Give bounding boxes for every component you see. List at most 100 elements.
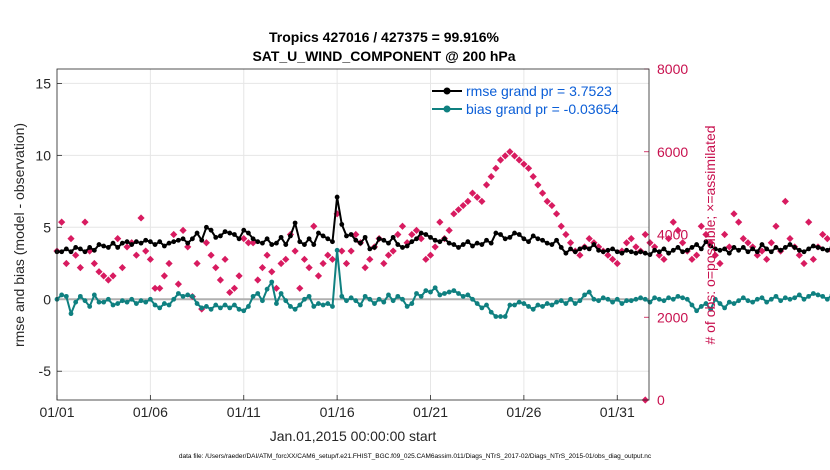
rmse-point <box>694 242 700 247</box>
rmse-point <box>712 246 718 252</box>
bias-point <box>512 302 517 308</box>
obs-count-point <box>478 197 486 205</box>
obs-count-point <box>221 255 229 263</box>
bias-point <box>815 292 821 298</box>
bias-point <box>241 308 247 314</box>
y-tick-label: 5 <box>43 219 51 235</box>
obs-count-point <box>216 276 225 284</box>
rmse-point <box>824 247 830 253</box>
x-tick-label: 01/11 <box>227 404 261 420</box>
bias-point <box>260 298 265 304</box>
obs-count-point <box>384 251 393 259</box>
bias-point <box>582 292 587 298</box>
obs-count-point <box>693 251 701 259</box>
bias-point <box>544 301 550 306</box>
bias-point <box>670 296 676 302</box>
obs-count-point <box>347 247 355 255</box>
rmse-point <box>698 246 704 252</box>
rmse-point <box>367 246 373 252</box>
bias-point <box>554 299 559 305</box>
obs-count-point <box>730 210 738 218</box>
bias-point <box>124 299 130 305</box>
rmse-point <box>110 240 116 246</box>
obs-count-point <box>702 230 710 239</box>
bias-point <box>787 296 793 302</box>
rmse-point <box>218 233 223 239</box>
rmse-point <box>400 245 405 250</box>
rmse-point <box>409 239 415 245</box>
obs-count-point <box>800 259 808 268</box>
obs-count-point <box>608 255 617 263</box>
bias-point <box>764 299 770 305</box>
obs-count-point <box>538 189 547 197</box>
obs-count-point <box>641 230 649 239</box>
rmse-point <box>133 239 139 245</box>
rmse-point <box>465 239 471 245</box>
bias-point <box>390 298 396 304</box>
bias-point <box>362 293 368 299</box>
obs-count-point <box>258 264 267 272</box>
bias-point <box>502 314 508 319</box>
obs-count-point <box>137 214 145 222</box>
x-axis-label: Jan.01,2015 00:00:00 start <box>270 428 437 444</box>
rmse-point <box>689 245 695 250</box>
rmse-point <box>372 245 377 250</box>
rmse-point <box>213 234 219 240</box>
rmse-point <box>680 249 686 255</box>
bias-point <box>409 301 415 306</box>
bias-point <box>652 295 658 301</box>
obs-count-point <box>669 218 677 226</box>
data-file-footer: data file: /Users/raeder/DAI/ATM_forcXX/… <box>179 453 652 460</box>
y-axis-right-label: # of obs: o=possible; ×=assimilated <box>702 125 718 344</box>
rmse-point <box>638 249 643 255</box>
rmse-point <box>82 249 88 255</box>
bias-point <box>306 293 312 299</box>
obs-count-point <box>310 222 318 230</box>
obs-count-point <box>179 226 187 234</box>
rmse-point <box>731 245 737 250</box>
rmse-point <box>204 224 209 230</box>
bias-point <box>208 306 214 312</box>
rmse-point <box>269 242 275 247</box>
rmse-point <box>708 243 714 249</box>
obs-count-point <box>202 239 211 247</box>
obs-count-point <box>146 255 154 263</box>
bias-point <box>619 301 625 306</box>
obs-count-point <box>174 280 182 288</box>
bias-point <box>82 298 88 304</box>
bias-point <box>722 305 728 311</box>
bias-point <box>218 305 223 311</box>
rmse-point <box>386 240 391 246</box>
rmse-point <box>278 234 284 240</box>
obs-count-point <box>123 243 131 251</box>
y-right-tick-label: 6000 <box>657 144 688 160</box>
rmse-point <box>773 245 779 250</box>
obs-count-point <box>72 251 80 259</box>
rmse-point <box>175 237 181 243</box>
rmse-point <box>675 245 681 250</box>
rmse-point <box>404 243 410 249</box>
obs-count-markers <box>53 148 830 404</box>
bias-point <box>288 304 293 309</box>
bias-point <box>759 295 765 301</box>
rmse-point <box>666 250 672 256</box>
bias-point <box>479 305 485 311</box>
obs-count-point <box>352 230 360 239</box>
rmse-point <box>493 230 499 236</box>
obs-count-point <box>366 255 374 263</box>
rmse-point <box>782 245 788 250</box>
rmse-point <box>726 250 732 256</box>
rmse-point <box>745 249 751 255</box>
rmse-point <box>722 246 728 252</box>
rmse-point <box>815 245 821 250</box>
bias-point <box>386 292 391 298</box>
obs-count-point <box>263 251 271 259</box>
bias-point <box>110 302 116 308</box>
rmse-point <box>586 246 592 252</box>
obs-count-point <box>95 268 103 276</box>
bias-point <box>129 296 135 302</box>
obs-count-point <box>226 288 234 297</box>
bias-point <box>344 298 349 304</box>
obs-count-point <box>772 222 780 230</box>
